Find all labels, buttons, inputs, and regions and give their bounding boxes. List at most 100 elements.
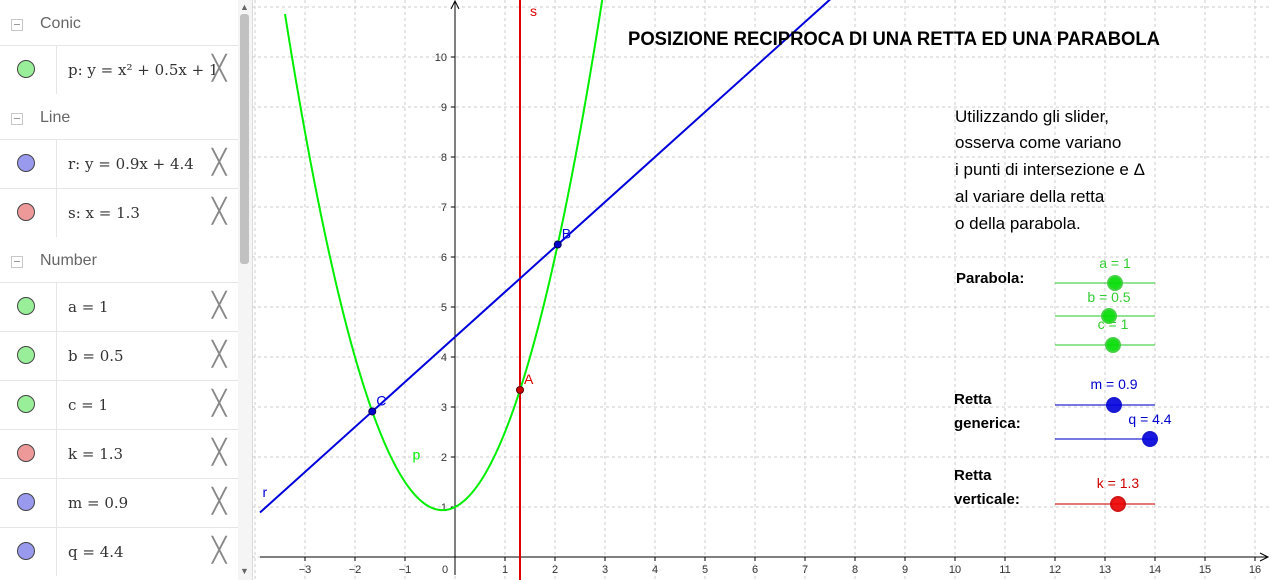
slider-k-knob[interactable]	[1110, 496, 1126, 512]
x-tick-label: 3	[602, 564, 608, 576]
group-label: Line	[40, 109, 71, 126]
algebra-item-k[interactable]: k = 1.3 ╳	[0, 429, 238, 478]
scroll-down-icon[interactable]: ▼	[240, 566, 249, 576]
point-b[interactable]	[553, 240, 562, 249]
delete-icon[interactable]: ╳	[212, 488, 227, 515]
x-tick-label: 4	[652, 564, 658, 576]
visibility-toggle[interactable]	[17, 60, 35, 78]
slider-b-knob[interactable]	[1101, 308, 1117, 324]
visibility-toggle[interactable]	[17, 297, 35, 315]
algebra-view: Conic p: y = x² + 0.5x + 1 ╳ Line r: y =…	[0, 0, 253, 580]
x-tick-label: 15	[1199, 564, 1211, 576]
collapse-icon[interactable]	[11, 19, 23, 31]
point-a[interactable]	[516, 386, 524, 394]
collapse-icon[interactable]	[11, 113, 23, 125]
point-c[interactable]	[368, 407, 377, 416]
x-tick-label: −2	[349, 564, 362, 576]
y-tick-label: 5	[441, 302, 447, 314]
slider-m-label: m = 0.9	[1090, 376, 1137, 392]
visibility-toggle[interactable]	[17, 203, 35, 221]
line-r[interactable]	[259, 0, 1055, 514]
delete-icon[interactable]: ╳	[212, 439, 227, 466]
algebra-item-text[interactable]: p: y = x² + 0.5x + 1	[68, 61, 219, 79]
delete-icon[interactable]: ╳	[212, 149, 227, 176]
line-r-label: r	[263, 484, 268, 500]
delete-icon[interactable]: ╳	[212, 390, 227, 417]
x-tick-label: 0	[442, 564, 448, 576]
algebra-item-text[interactable]: b = 0.5	[68, 347, 124, 365]
y-tick-label: 2	[441, 452, 447, 464]
slider-a-knob[interactable]	[1107, 275, 1123, 291]
algebra-item-text[interactable]: m = 0.9	[68, 494, 129, 512]
x-tick-label: 13	[1099, 564, 1111, 576]
algebra-item-p[interactable]: p: y = x² + 0.5x + 1 ╳	[0, 45, 238, 94]
algebra-item-text[interactable]: r: y = 0.9x + 4.4	[68, 155, 194, 173]
instructions: Utilizzando gli slider, osserva come var…	[955, 107, 1145, 233]
instruction-line: o della parabola.	[955, 214, 1081, 233]
algebra-item-text[interactable]: s: x = 1.3	[68, 204, 140, 222]
x-tick-label: 6	[752, 564, 758, 576]
slider-c-knob[interactable]	[1105, 337, 1121, 353]
axes: −3 −2 −1 0 1 2 3 4 5 6 7 8 9 10 11 12 13 14 15 161234567891…	[260, 0, 1270, 576]
algebra-item-m[interactable]: m = 0.9 ╳	[0, 478, 238, 527]
x-tick-label: 14	[1149, 564, 1161, 576]
algebra-item-r[interactable]: r: y = 0.9x + 4.4 ╳	[0, 139, 238, 188]
y-tick-label: 3	[441, 402, 447, 414]
delete-icon[interactable]: ╳	[212, 341, 227, 368]
parabola-p[interactable]	[284, 0, 607, 512]
y-tick-label: 1	[441, 502, 447, 514]
slider-b-label: b = 0.5	[1087, 289, 1130, 305]
algebra-item-q[interactable]: q = 4.4 ╳	[0, 527, 238, 576]
graphics-view[interactable]: −3 −2 −1 0 1 2 3 4 5 6 7 8 9 10 11 12 13 14 15 161234567891…	[252, 0, 1271, 580]
y-tick-label: 6	[441, 252, 447, 264]
x-tick-label: 1	[502, 564, 508, 576]
delete-icon[interactable]: ╳	[212, 55, 227, 82]
y-tick-label: 8	[441, 152, 447, 164]
graph-title: POSIZIONE RECIPROCA DI UNA RETTA ED UNA …	[628, 29, 1160, 50]
slider-k-label: k = 1.3	[1097, 475, 1140, 491]
delete-icon[interactable]: ╳	[212, 198, 227, 225]
algebra-item-b[interactable]: b = 0.5 ╳	[0, 331, 238, 380]
parabola-label: p	[413, 447, 421, 463]
slider-m-knob[interactable]	[1106, 397, 1122, 413]
group-conic[interactable]: Conic	[0, 2, 238, 47]
scroll-up-icon[interactable]: ▲	[240, 2, 249, 12]
collapse-icon[interactable]	[11, 256, 23, 268]
group-label: Conic	[40, 15, 81, 32]
visibility-toggle[interactable]	[17, 493, 35, 511]
algebra-item-text[interactable]: q = 4.4	[68, 543, 124, 561]
algebra-item-a[interactable]: a = 1 ╳	[0, 282, 238, 331]
visibility-toggle[interactable]	[17, 395, 35, 413]
delete-icon[interactable]: ╳	[212, 292, 227, 319]
slider-c-label: c = 1	[1098, 316, 1129, 332]
visibility-toggle[interactable]	[17, 444, 35, 462]
algebra-scrollbar[interactable]: ▲ ▼	[238, 0, 252, 580]
visibility-toggle[interactable]	[17, 542, 35, 560]
instruction-line: osserva come variano	[955, 133, 1121, 152]
x-axis-arrow	[1259, 552, 1270, 562]
delete-icon[interactable]: ╳	[212, 537, 227, 564]
algebra-item-s[interactable]: s: x = 1.3 ╳	[0, 188, 238, 237]
group-line[interactable]: Line	[0, 96, 238, 141]
x-tick-label: 7	[802, 564, 808, 576]
y-tick-label: 7	[441, 202, 447, 214]
y-tick-label: 10	[435, 52, 447, 64]
slider-q-label: q = 4.4	[1128, 411, 1171, 427]
y-tick-label: 9	[441, 102, 447, 114]
algebra-item-text[interactable]: k = 1.3	[68, 445, 124, 463]
grid	[252, 0, 1271, 580]
algebra-item-c[interactable]: c = 1 ╳	[0, 380, 238, 429]
slider-a-label: a = 1	[1099, 255, 1131, 271]
algebra-item-text[interactable]: c = 1	[68, 396, 109, 414]
algebra-item-text[interactable]: a = 1	[68, 298, 109, 316]
x-tick-label: 9	[902, 564, 908, 576]
section-retta-generica: generica:	[954, 415, 1021, 432]
section-parabola: Parabola:	[956, 270, 1024, 287]
scrollbar-thumb[interactable]	[240, 14, 249, 264]
x-tick-label: 10	[949, 564, 961, 576]
visibility-toggle[interactable]	[17, 346, 35, 364]
visibility-toggle[interactable]	[17, 154, 35, 172]
point-c-label: C	[376, 392, 386, 408]
group-number[interactable]: Number	[0, 239, 238, 284]
slider-q-knob[interactable]	[1142, 431, 1158, 447]
